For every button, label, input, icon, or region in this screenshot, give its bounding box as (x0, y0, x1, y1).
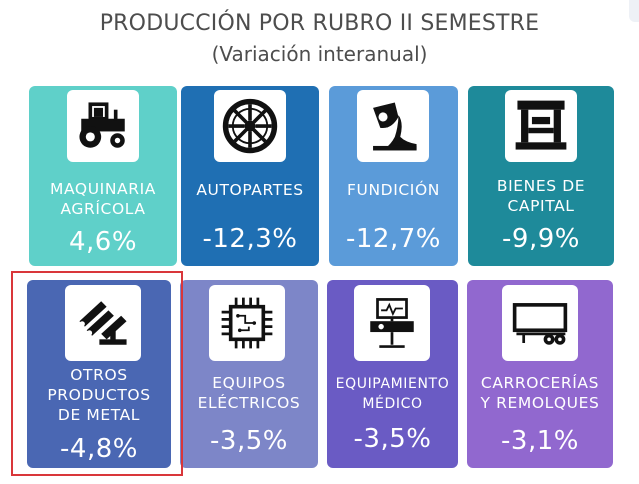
label-line: Y REMOLQUES (480, 394, 600, 412)
label-line: DE METAL (57, 406, 141, 424)
card-label: MAQUINARIA AGRÍCOLA (33, 179, 173, 219)
card-label: BIENES DE CAPITAL (472, 176, 610, 216)
card-value: -12,3% (202, 224, 298, 254)
card-label: CARROCERÍAS Y REMOLQUES (471, 373, 609, 413)
ladle-pour-icon (357, 90, 429, 162)
card-value: -4,8% (60, 434, 138, 464)
card-value: 4,6% (68, 227, 138, 257)
card-fundicion: FUNDICIÓN -12,7% (329, 86, 458, 266)
metal-pipes-icon (65, 285, 141, 361)
card-value: -9,9% (502, 224, 580, 254)
label-line: CAPITAL (507, 197, 575, 215)
trailer-icon (502, 285, 578, 361)
card-value: -3,5% (210, 426, 288, 456)
card-label: FUNDICIÓN (333, 180, 454, 200)
page-subtitle: (Variación interanual) (211, 42, 428, 66)
label-line: MÉDICO (362, 396, 423, 412)
label-line: EQUIPAMIENTO (335, 376, 450, 392)
card-equipamiento-medico: EQUIPAMIENTO MÉDICO -3,5% (327, 280, 458, 468)
corner-decoration (629, 0, 639, 22)
tractor-icon (67, 90, 139, 162)
card-equipos-electricos: EQUIPOS ELÉCTRICOS -3,5% (180, 280, 318, 468)
microchip-icon (209, 285, 285, 361)
card-label: EQUIPAMIENTO MÉDICO (331, 374, 454, 414)
industrial-machine-icon (505, 90, 577, 162)
page-title: PRODUCCIÓN POR RUBRO II SEMESTRE (99, 11, 540, 36)
card-value: -3,1% (501, 426, 579, 456)
card-label: EQUIPOS ELÉCTRICOS (184, 373, 314, 413)
medical-monitor-icon (354, 285, 430, 361)
label-line: BIENES DE (496, 177, 586, 195)
label-line: EQUIPOS (212, 374, 286, 392)
card-maquinaria-agricola: MAQUINARIA AGRÍCOLA 4,6% (29, 86, 177, 266)
card-autopartes: AUTOPARTES -12,3% (181, 86, 319, 266)
card-carrocerias-y-remolques: CARROCERÍAS Y REMOLQUES -3,1% (467, 280, 613, 468)
card-otros-productos-de-metal: OTROS PRODUCTOS DE METAL -4,8% (27, 280, 171, 468)
card-label: AUTOPARTES (185, 180, 315, 200)
label-line: AUTOPARTES (196, 181, 304, 199)
card-bienes-de-capital: BIENES DE CAPITAL -9,9% (468, 86, 614, 266)
card-value: -12,7% (346, 224, 441, 254)
label-line: FUNDICIÓN (347, 181, 440, 199)
label-line: ELÉCTRICOS (197, 394, 301, 412)
card-value: -3,5% (353, 424, 432, 454)
label-line: PRODUCTOS (47, 386, 151, 404)
label-line: AGRÍCOLA (60, 200, 146, 218)
card-label: OTROS PRODUCTOS DE METAL (31, 365, 167, 425)
label-line: CARROCERÍAS (480, 374, 600, 392)
wheel-rim-icon (214, 90, 286, 162)
label-line: OTROS (70, 366, 128, 384)
label-line: MAQUINARIA (50, 180, 156, 198)
